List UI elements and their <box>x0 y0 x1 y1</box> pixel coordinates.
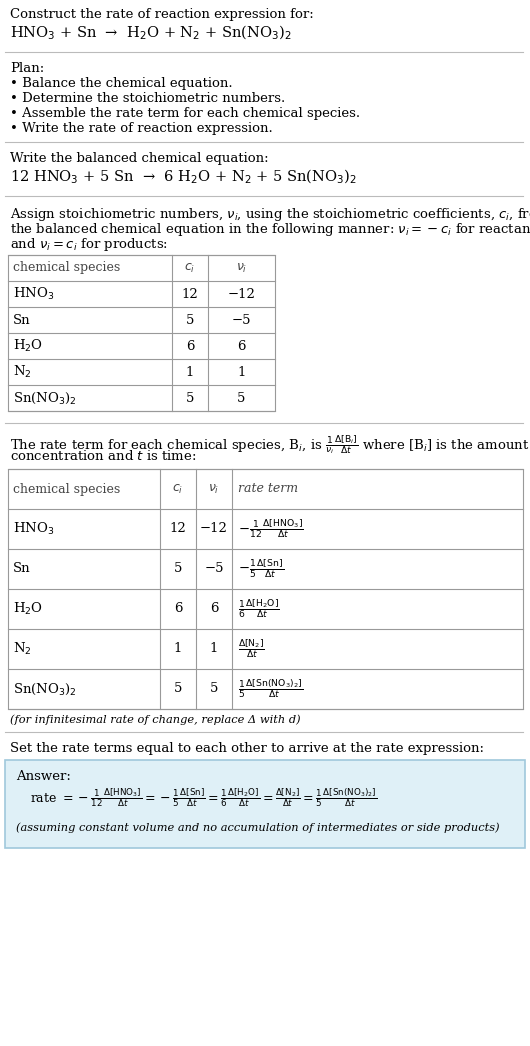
Text: • Determine the stoichiometric numbers.: • Determine the stoichiometric numbers. <box>10 92 285 105</box>
Text: chemical species: chemical species <box>13 262 120 274</box>
Text: −12: −12 <box>200 523 228 536</box>
Bar <box>8 255 275 411</box>
Text: $\nu_i$: $\nu_i$ <box>236 262 247 274</box>
Text: The rate term for each chemical species, B$_i$, is $\frac{1}{\nu_i}\frac{\Delta[: The rate term for each chemical species,… <box>10 433 529 456</box>
Text: −5: −5 <box>204 563 224 575</box>
Text: chemical species: chemical species <box>13 482 120 496</box>
Text: N$_2$: N$_2$ <box>13 364 32 380</box>
Text: and $\nu_i = c_i$ for products:: and $\nu_i = c_i$ for products: <box>10 236 168 253</box>
Bar <box>5 760 525 848</box>
Text: 5: 5 <box>186 391 194 405</box>
Text: • Balance the chemical equation.: • Balance the chemical equation. <box>10 77 233 90</box>
Text: 1: 1 <box>186 365 194 379</box>
Text: H$_2$O: H$_2$O <box>13 338 43 354</box>
Text: Sn(NO$_3$)$_2$: Sn(NO$_3$)$_2$ <box>13 390 77 406</box>
Text: HNO$_3$ + Sn  →  H$_2$O + N$_2$ + Sn(NO$_3$)$_2$: HNO$_3$ + Sn → H$_2$O + N$_2$ + Sn(NO$_3… <box>10 24 292 43</box>
Text: Sn(NO$_3$)$_2$: Sn(NO$_3$)$_2$ <box>13 681 77 697</box>
Text: $\nu_i$: $\nu_i$ <box>208 482 220 496</box>
Text: 12 HNO$_3$ + 5 Sn  →  6 H$_2$O + N$_2$ + 5 Sn(NO$_3$)$_2$: 12 HNO$_3$ + 5 Sn → 6 H$_2$O + N$_2$ + 5… <box>10 168 357 186</box>
Text: 5: 5 <box>174 682 182 696</box>
Text: concentration and $t$ is time:: concentration and $t$ is time: <box>10 449 197 463</box>
Text: $\frac{\Delta[\mathrm{N_2}]}{\Delta t}$: $\frac{\Delta[\mathrm{N_2}]}{\Delta t}$ <box>238 638 265 660</box>
Text: Plan:: Plan: <box>10 62 44 75</box>
Text: Answer:: Answer: <box>16 770 71 783</box>
Text: Construct the rate of reaction expression for:: Construct the rate of reaction expressio… <box>10 8 314 21</box>
Text: $\frac{1}{5}\frac{\Delta[\mathrm{Sn(NO_3)_2}]}{\Delta t}$: $\frac{1}{5}\frac{\Delta[\mathrm{Sn(NO_3… <box>238 678 303 701</box>
Text: HNO$_3$: HNO$_3$ <box>13 286 54 302</box>
Text: 6: 6 <box>210 602 218 615</box>
Text: −5: −5 <box>232 314 251 326</box>
Text: (for infinitesimal rate of change, replace Δ with d​): (for infinitesimal rate of change, repla… <box>10 714 301 725</box>
Text: Set the rate terms equal to each other to arrive at the rate expression:: Set the rate terms equal to each other t… <box>10 742 484 755</box>
Text: • Write the rate of reaction expression.: • Write the rate of reaction expression. <box>10 122 273 135</box>
Text: 1: 1 <box>174 642 182 656</box>
Text: 6: 6 <box>186 340 195 353</box>
Text: $-\frac{1}{12}\frac{\Delta[\mathrm{HNO_3}]}{\Delta t}$: $-\frac{1}{12}\frac{\Delta[\mathrm{HNO_3… <box>238 518 304 541</box>
Text: 5: 5 <box>186 314 194 326</box>
Text: 12: 12 <box>182 288 198 300</box>
Text: (assuming constant volume and no accumulation of intermediates or side products): (assuming constant volume and no accumul… <box>16 822 500 833</box>
Text: −12: −12 <box>227 288 255 300</box>
Text: 5: 5 <box>237 391 246 405</box>
Text: Write the balanced chemical equation:: Write the balanced chemical equation: <box>10 152 269 165</box>
Text: $\frac{1}{6}\frac{\Delta[\mathrm{H_2O}]}{\Delta t}$: $\frac{1}{6}\frac{\Delta[\mathrm{H_2O}]}… <box>238 597 280 620</box>
Text: • Assemble the rate term for each chemical species.: • Assemble the rate term for each chemic… <box>10 107 360 120</box>
Text: Sn: Sn <box>13 314 31 326</box>
Text: 1: 1 <box>237 365 246 379</box>
Text: the balanced chemical equation in the following manner: $\nu_i = -c_i$ for react: the balanced chemical equation in the fo… <box>10 221 530 238</box>
Text: $c_i$: $c_i$ <box>184 262 196 274</box>
Text: 6: 6 <box>237 340 246 353</box>
Text: HNO$_3$: HNO$_3$ <box>13 521 54 537</box>
Text: N$_2$: N$_2$ <box>13 641 32 657</box>
Text: Assign stoichiometric numbers, $\nu_i$, using the stoichiometric coefficients, $: Assign stoichiometric numbers, $\nu_i$, … <box>10 206 530 223</box>
Text: $-\frac{1}{5}\frac{\Delta[\mathrm{Sn}]}{\Delta t}$: $-\frac{1}{5}\frac{\Delta[\mathrm{Sn}]}{… <box>238 558 284 581</box>
Text: Sn: Sn <box>13 563 31 575</box>
Text: H$_2$O: H$_2$O <box>13 601 43 617</box>
Text: rate term: rate term <box>238 482 298 496</box>
Text: 1: 1 <box>210 642 218 656</box>
Text: 6: 6 <box>174 602 182 615</box>
Text: 5: 5 <box>210 682 218 696</box>
Bar <box>8 469 523 709</box>
Text: 12: 12 <box>170 523 187 536</box>
Text: $c_i$: $c_i$ <box>172 482 183 496</box>
Text: 5: 5 <box>174 563 182 575</box>
Text: rate $= -\frac{1}{12}\frac{\Delta[\mathrm{HNO_3}]}{\Delta t} = -\frac{1}{5}\frac: rate $= -\frac{1}{12}\frac{\Delta[\mathr… <box>30 786 377 809</box>
